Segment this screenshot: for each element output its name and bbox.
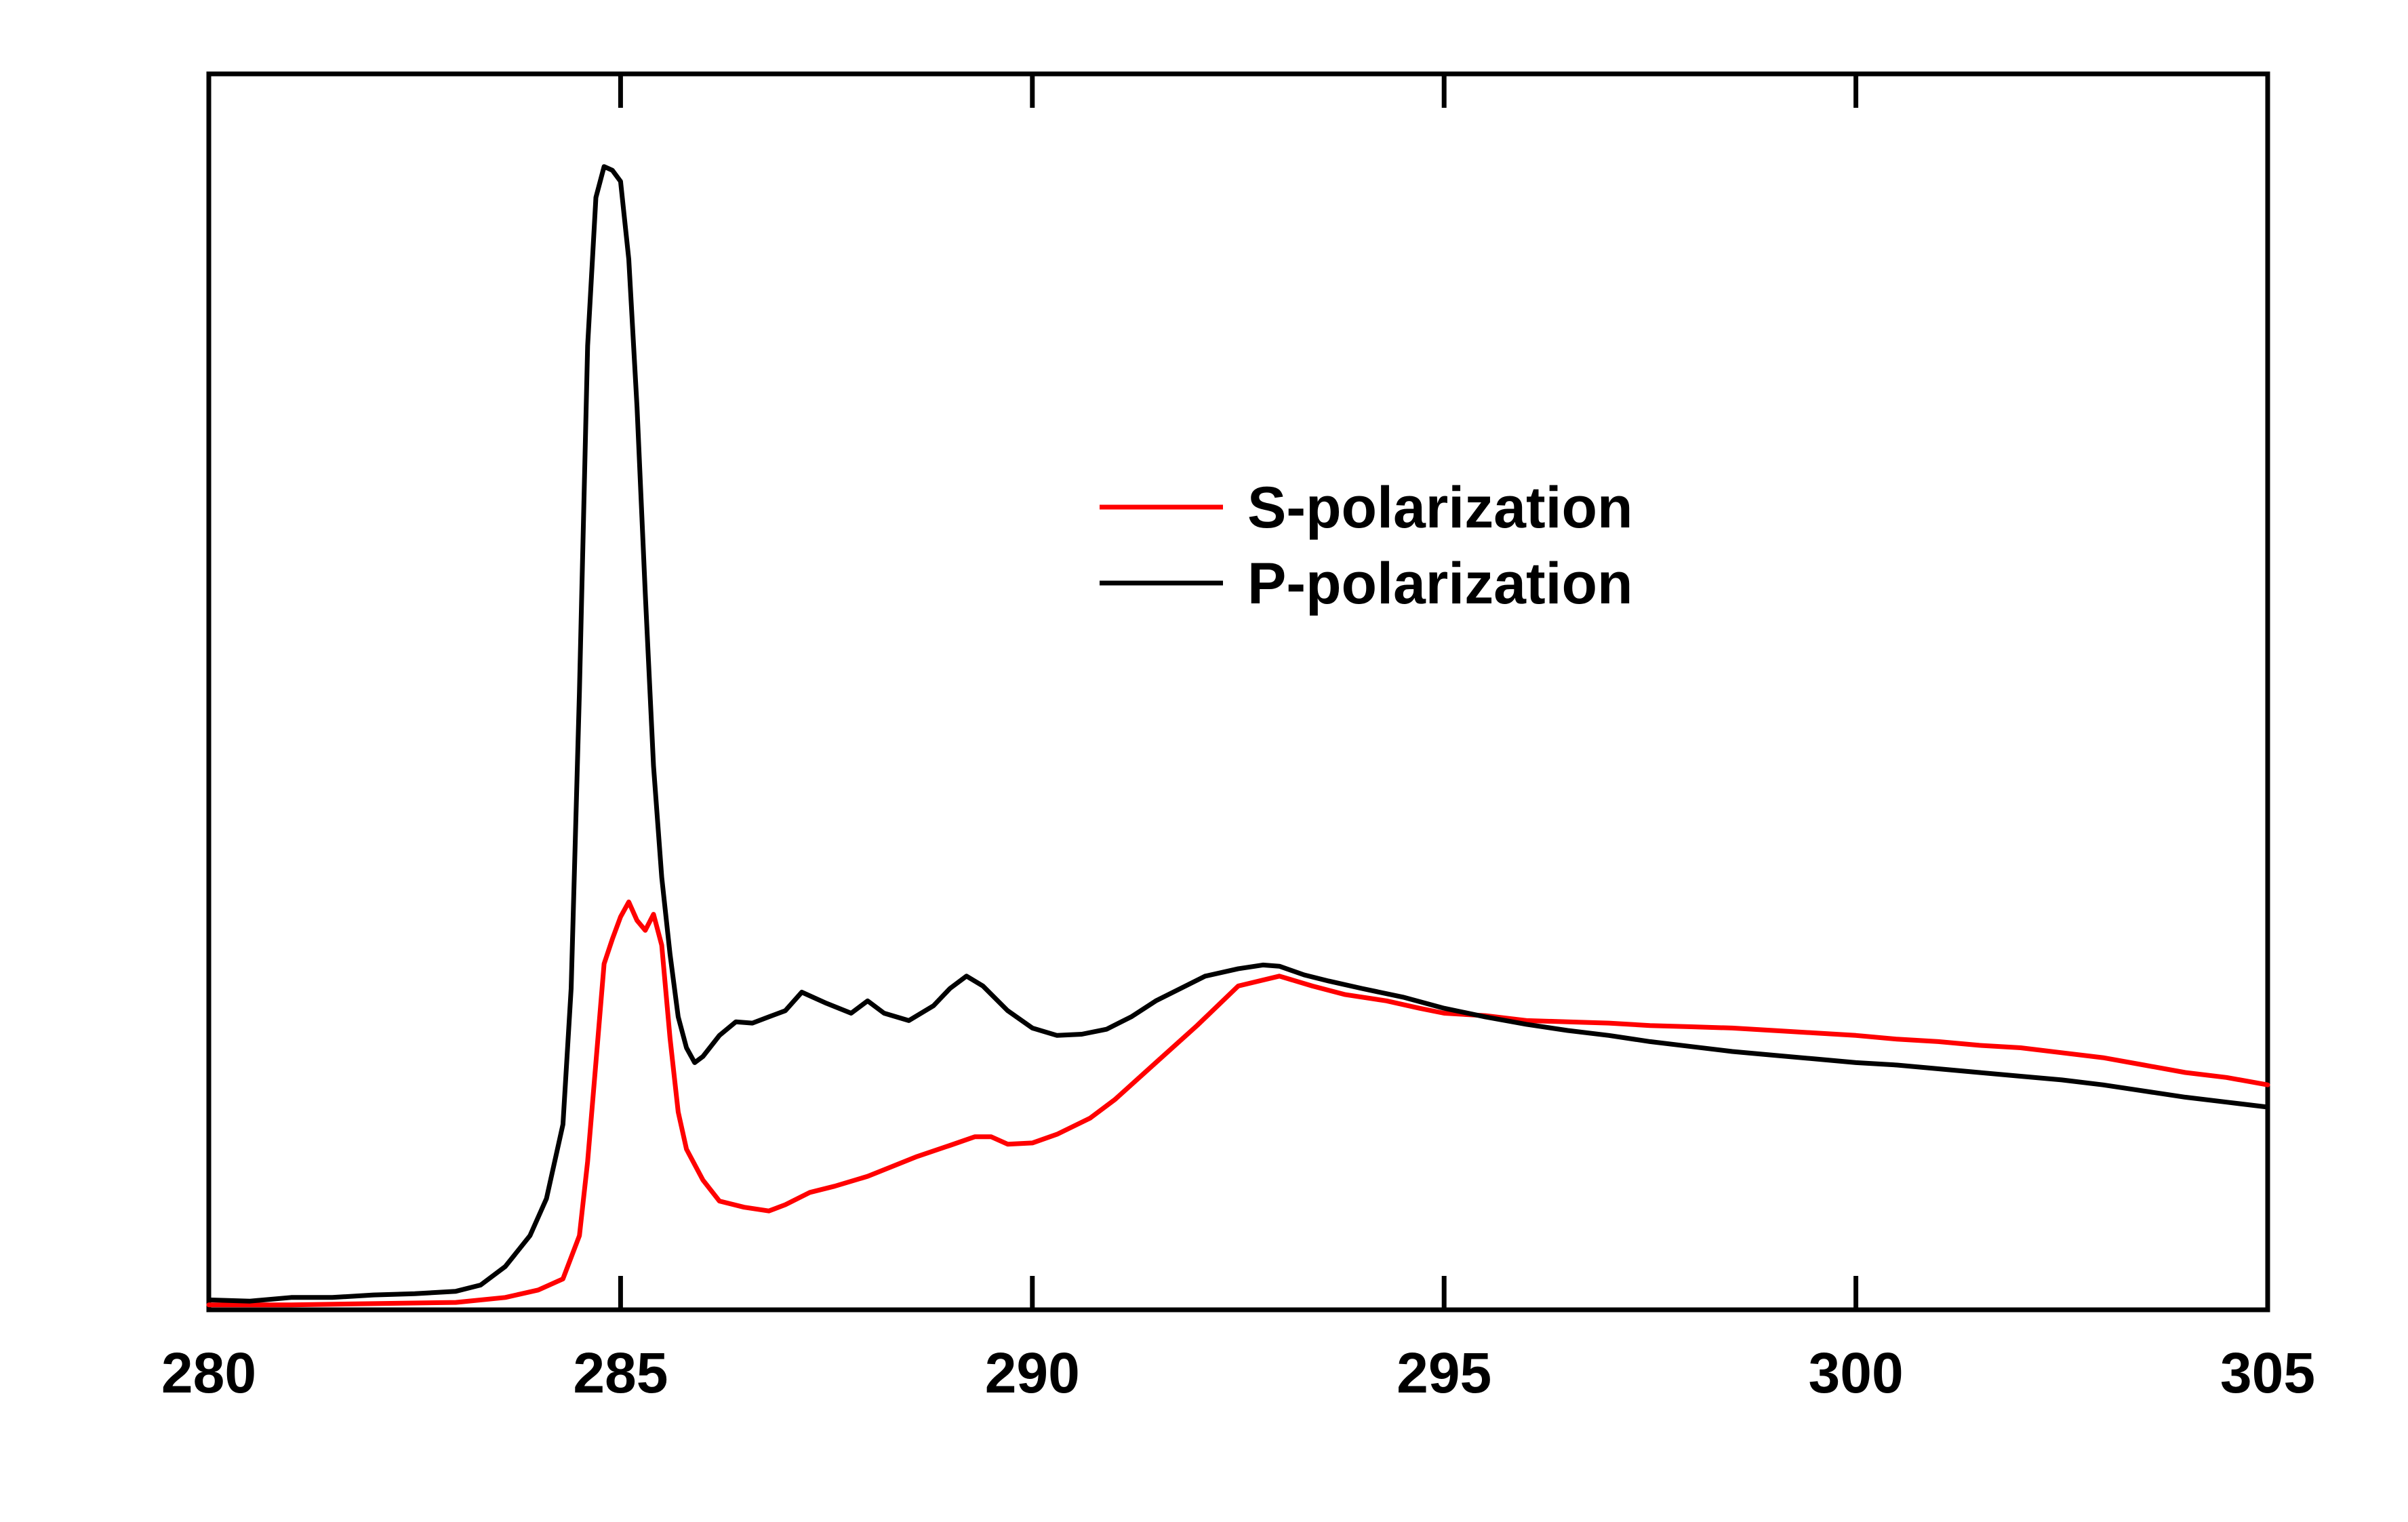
x-tick-label-295: 295 [1397, 1341, 1491, 1405]
x-tick-label-300: 300 [1809, 1341, 1904, 1405]
legend-label-s-polarization: S-polarization [1247, 475, 1633, 540]
x-axis-ticks: 280 285 290 295 300 305 [161, 74, 2315, 1405]
legend-label-p-polarization: P-polarization [1247, 551, 1633, 616]
legend: S-polarization P-polarization [1100, 475, 1633, 616]
x-tick-label-290: 290 [985, 1341, 1080, 1405]
series-line-p-polarization [206, 164, 2270, 1304]
series-layer [206, 164, 2270, 1308]
series-line-s-polarization [206, 899, 2270, 1308]
plot-frame [206, 71, 2270, 1313]
x-tick-label-305: 305 [2220, 1341, 2315, 1405]
x-tick-label-280: 280 [161, 1341, 256, 1405]
x-tick-label-285: 285 [573, 1341, 668, 1405]
